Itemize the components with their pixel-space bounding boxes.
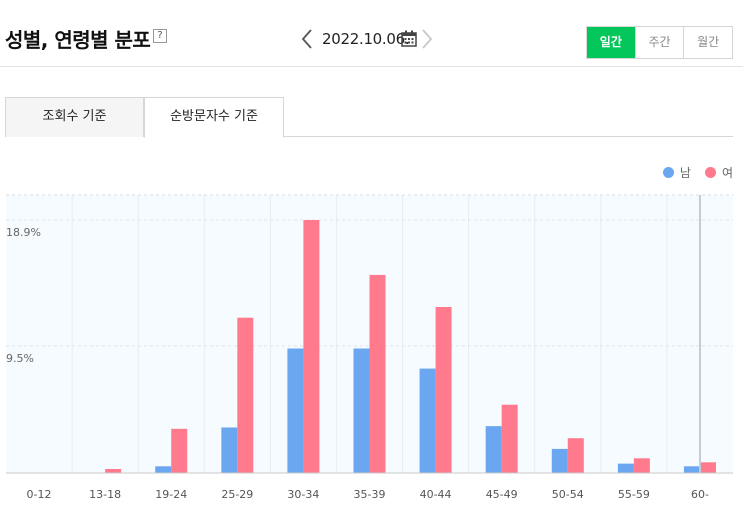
- y-tick-label: 9.5%: [6, 352, 34, 365]
- chevron-right-icon[interactable]: [420, 28, 434, 50]
- bar-male[interactable]: [419, 368, 436, 473]
- bar-male[interactable]: [617, 463, 634, 473]
- tab-pageviews[interactable]: 조회수 기준: [5, 97, 144, 137]
- x-tick-label: 50-54: [552, 488, 584, 501]
- current-date: 2022.10.06.: [322, 30, 410, 48]
- chevron-left-icon[interactable]: [300, 28, 314, 50]
- period-weekly-button[interactable]: 주간: [634, 27, 684, 58]
- period-daily-button[interactable]: 일간: [587, 27, 635, 58]
- x-tick-label: 60-: [691, 488, 709, 501]
- period-selector: 일간 주간 월간: [586, 26, 733, 59]
- legend-label-male: 남: [679, 166, 691, 180]
- bar-female[interactable]: [171, 428, 188, 473]
- bar-male[interactable]: [353, 348, 370, 473]
- x-tick-label: 35-39: [354, 488, 386, 501]
- x-tick-label: 45-49: [486, 488, 518, 501]
- bar-female[interactable]: [633, 458, 650, 473]
- basis-tabs: 조회수 기준 순방문자수 기준: [5, 97, 733, 138]
- calendar-icon[interactable]: [401, 30, 417, 47]
- bar-male[interactable]: [221, 427, 238, 473]
- page-title: 성별, 연령별 분포: [5, 28, 151, 52]
- x-tick-label: 25-29: [221, 488, 253, 501]
- bar-male[interactable]: [683, 466, 700, 473]
- bar-male[interactable]: [287, 348, 304, 473]
- bar-female[interactable]: [105, 468, 122, 473]
- bar-female[interactable]: [303, 220, 320, 473]
- x-tick-label: 55-59: [618, 488, 650, 501]
- bar-female[interactable]: [699, 462, 716, 473]
- x-tick-label: 30-34: [287, 488, 319, 501]
- bar-female[interactable]: [567, 438, 584, 473]
- bar-female[interactable]: [369, 274, 386, 473]
- x-tick-label: 19-24: [155, 488, 187, 501]
- bar-male[interactable]: [551, 448, 568, 473]
- bar-female[interactable]: [237, 317, 254, 473]
- legend-dot-female: [704, 167, 716, 178]
- bar-female[interactable]: [501, 404, 518, 473]
- y-tick-label: 18.9%: [6, 226, 41, 239]
- legend-item-male[interactable]: 남: [662, 164, 691, 181]
- legend-dot-male: [662, 167, 674, 178]
- period-monthly-button[interactable]: 월간: [683, 27, 733, 58]
- x-tick-label: 13-18: [89, 488, 121, 501]
- legend-item-female[interactable]: 여: [704, 164, 733, 181]
- age-gender-bar-chart: 18.9% 9.5% 0-12 13-18 19-24 25-29 30-34 35-39 40…: [6, 194, 733, 501]
- legend-label-female: 여: [721, 166, 733, 180]
- question-icon[interactable]: ?: [153, 29, 167, 43]
- bar-male[interactable]: [155, 466, 172, 473]
- tab-unique-visitors[interactable]: 순방문자수 기준: [144, 97, 284, 138]
- bar-female[interactable]: [435, 307, 452, 473]
- header: 성별, 연령별 분포 ? 2022.10.06. 일간: [0, 0, 743, 67]
- x-tick-label: 0-12: [27, 488, 52, 501]
- bar-male[interactable]: [485, 426, 502, 473]
- chart-legend: 남 여: [662, 164, 733, 181]
- x-tick-label: 40-44: [420, 488, 452, 501]
